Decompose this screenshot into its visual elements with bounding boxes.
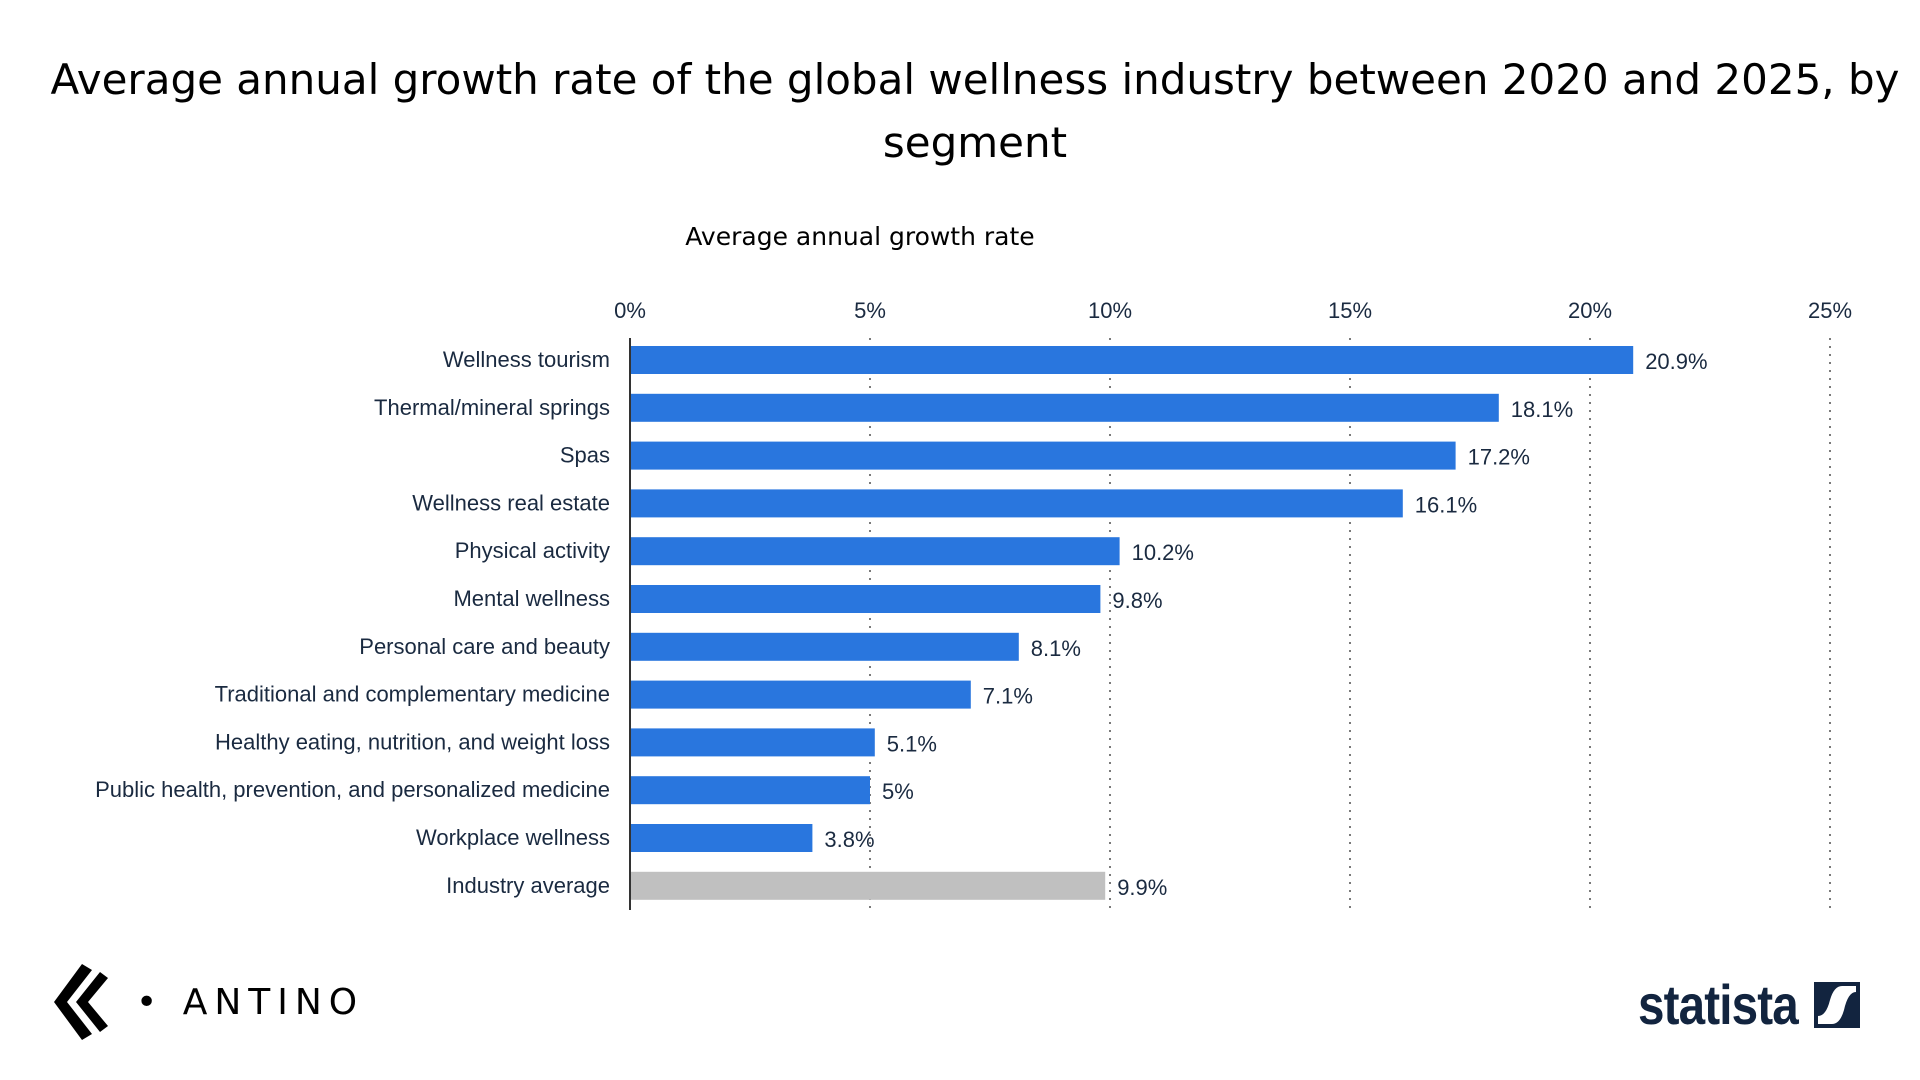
antino-logo: • ANTINO <box>52 962 364 1042</box>
bar <box>630 537 1120 566</box>
data-label: 9.8% <box>1112 588 1162 613</box>
x-tick-label: 0% <box>614 298 646 323</box>
data-label: 7.1% <box>983 684 1033 709</box>
data-label: 16.1% <box>1415 492 1477 517</box>
category-label: Public health, prevention, and personali… <box>95 777 610 802</box>
bar <box>630 824 813 852</box>
category-label: Wellness real estate <box>412 490 610 515</box>
x-tick-label: 20% <box>1568 298 1612 323</box>
bar <box>630 393 1499 422</box>
data-label: 18.1% <box>1511 397 1573 422</box>
bar <box>630 871 1106 900</box>
antino-chevron-icon <box>54 964 108 1040</box>
data-label: 8.1% <box>1031 636 1081 661</box>
x-tick-label: 25% <box>1808 298 1852 323</box>
bar <box>630 441 1456 470</box>
bar <box>630 632 1019 661</box>
bar <box>630 728 875 757</box>
data-label: 5.1% <box>887 731 937 756</box>
category-label: Mental wellness <box>453 586 610 611</box>
category-label: Traditional and complementary medicine <box>215 682 610 707</box>
data-label: 9.9% <box>1117 875 1167 900</box>
x-tick-label: 15% <box>1328 298 1372 323</box>
x-axis-title: Average annual growth rate <box>685 222 1035 251</box>
bar <box>630 489 1403 518</box>
chart-title: Average annual growth rate of the global… <box>50 55 1900 167</box>
category-label: Personal care and beauty <box>359 634 610 659</box>
statista-logo: statista <box>1638 972 1861 1037</box>
data-label: 3.8% <box>824 827 874 852</box>
category-label: Physical activity <box>455 538 610 563</box>
bar <box>630 680 971 709</box>
category-label: Healthy eating, nutrition, and weight lo… <box>215 729 610 754</box>
statista-mark-icon <box>1814 981 1861 1028</box>
category-label: Workplace wellness <box>416 825 610 850</box>
category-label: Industry average <box>446 873 610 898</box>
data-label: 10.2% <box>1132 540 1194 565</box>
x-tick-label: 5% <box>854 298 886 323</box>
category-label: Wellness tourism <box>443 347 610 372</box>
category-label: Spas <box>560 443 610 468</box>
data-label: 20.9% <box>1645 349 1707 374</box>
bar <box>630 776 870 805</box>
category-label: Thermal/mineral springs <box>374 395 610 420</box>
bar <box>630 585 1101 613</box>
statista-logo-text: statista <box>1638 973 1799 1036</box>
data-label: 17.2% <box>1468 445 1530 470</box>
bar <box>630 346 1634 374</box>
antino-logo-text: • ANTINO <box>136 981 365 1023</box>
data-label: 5% <box>882 779 914 804</box>
x-tick-label: 10% <box>1088 298 1132 323</box>
